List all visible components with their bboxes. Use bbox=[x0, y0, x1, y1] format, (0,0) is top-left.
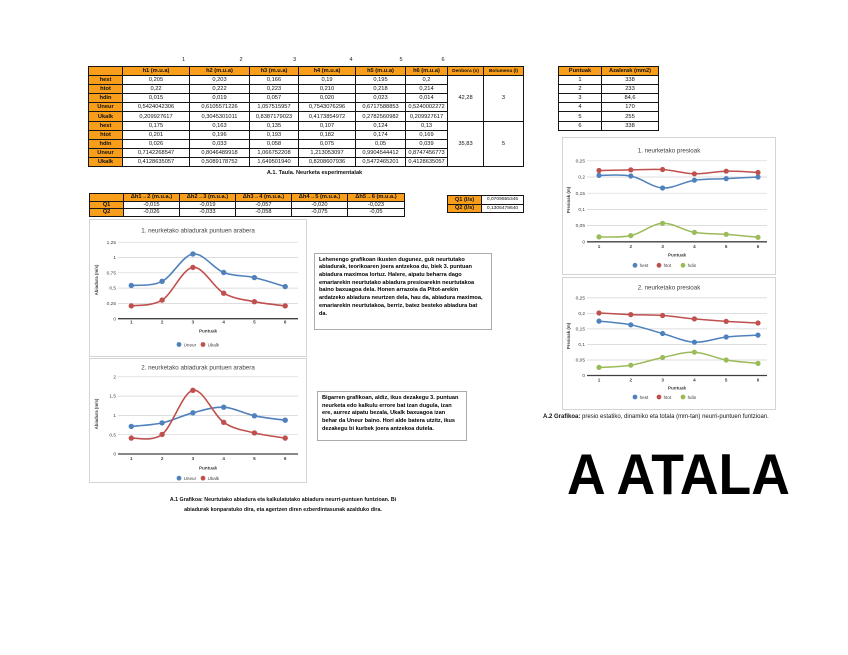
svg-text:5: 5 bbox=[253, 456, 256, 461]
svg-text:0: 0 bbox=[113, 452, 116, 458]
svg-text:4: 4 bbox=[222, 320, 225, 325]
svg-text:2: 2 bbox=[630, 244, 633, 249]
svg-text:6: 6 bbox=[284, 320, 287, 325]
svg-text:0,15: 0,15 bbox=[576, 327, 586, 333]
svg-text:Abiadura (m/s): Abiadura (m/s) bbox=[94, 264, 99, 295]
svg-text:3: 3 bbox=[661, 378, 664, 383]
svg-text:3: 3 bbox=[661, 244, 664, 249]
svg-text:2: 2 bbox=[161, 456, 164, 461]
svg-text:0: 0 bbox=[582, 373, 585, 379]
svg-text:htot: htot bbox=[664, 263, 672, 268]
svg-text:0,25: 0,25 bbox=[576, 296, 586, 302]
svg-text:5: 5 bbox=[725, 244, 728, 249]
svg-text:3: 3 bbox=[192, 456, 195, 461]
svg-text:0,2: 0,2 bbox=[578, 311, 585, 317]
svg-text:4: 4 bbox=[222, 456, 225, 461]
svg-text:0,15: 0,15 bbox=[576, 191, 586, 197]
svg-text:Presioak (m): Presioak (m) bbox=[566, 186, 571, 213]
svg-text:1,25: 1,25 bbox=[107, 240, 117, 246]
svg-text:Uneur: Uneur bbox=[184, 342, 197, 347]
svg-text:0,05: 0,05 bbox=[576, 358, 586, 364]
svg-text:0,25: 0,25 bbox=[107, 301, 117, 307]
svg-text:Presioak (m): Presioak (m) bbox=[566, 322, 571, 349]
svg-text:0: 0 bbox=[582, 239, 585, 245]
svg-text:1: 1 bbox=[598, 378, 601, 383]
svg-text:hest: hest bbox=[640, 263, 649, 268]
svg-text:1: 1 bbox=[598, 244, 601, 249]
svg-text:3: 3 bbox=[192, 320, 195, 325]
svg-text:4: 4 bbox=[693, 378, 696, 383]
svg-text:2. neurketako presioak: 2. neurketako presioak bbox=[638, 285, 702, 292]
svg-text:1: 1 bbox=[113, 255, 116, 261]
svg-text:1: 1 bbox=[113, 413, 116, 419]
svg-text:0,5: 0,5 bbox=[109, 286, 116, 292]
svg-text:6: 6 bbox=[757, 378, 760, 383]
svg-text:1: 1 bbox=[130, 320, 133, 325]
svg-text:2: 2 bbox=[113, 374, 116, 380]
svg-text:Abiadura (m/s): Abiadura (m/s) bbox=[94, 398, 99, 429]
svg-text:2: 2 bbox=[161, 320, 164, 325]
svg-text:5: 5 bbox=[725, 378, 728, 383]
svg-text:hdin: hdin bbox=[688, 263, 697, 268]
svg-text:0,5: 0,5 bbox=[109, 432, 116, 438]
svg-text:2: 2 bbox=[630, 378, 633, 383]
svg-text:1. neurketako abiadurak puntue: 1. neurketako abiadurak puntuen arabera bbox=[141, 228, 255, 235]
svg-text:0,1: 0,1 bbox=[578, 342, 585, 348]
svg-text:1,5: 1,5 bbox=[109, 394, 116, 400]
svg-text:hest: hest bbox=[640, 395, 649, 400]
svg-text:0,25: 0,25 bbox=[576, 158, 586, 164]
svg-text:4: 4 bbox=[693, 244, 696, 249]
svg-text:5: 5 bbox=[253, 320, 256, 325]
svg-text:0: 0 bbox=[113, 316, 116, 322]
svg-text:Ukalk: Ukalk bbox=[208, 342, 220, 347]
svg-text:Puntuak: Puntuak bbox=[668, 386, 687, 391]
svg-text:0,1: 0,1 bbox=[578, 207, 585, 213]
svg-text:0,05: 0,05 bbox=[576, 223, 586, 229]
svg-text:1. neurketako presioak: 1. neurketako presioak bbox=[638, 148, 702, 155]
svg-text:Uneur: Uneur bbox=[184, 476, 197, 481]
svg-text:2. neurketako abiadurak puntue: 2. neurketako abiadurak puntuen arabera bbox=[141, 365, 255, 372]
svg-text:htot: htot bbox=[664, 395, 672, 400]
svg-text:Ukalk: Ukalk bbox=[208, 476, 220, 481]
svg-text:0,2: 0,2 bbox=[578, 175, 585, 181]
svg-text:hdin: hdin bbox=[688, 395, 697, 400]
svg-text:Puntuak: Puntuak bbox=[199, 465, 218, 470]
svg-text:6: 6 bbox=[757, 244, 760, 249]
svg-text:0,75: 0,75 bbox=[107, 270, 117, 276]
svg-text:1: 1 bbox=[130, 456, 133, 461]
svg-text:6: 6 bbox=[284, 456, 287, 461]
svg-text:Puntuak: Puntuak bbox=[668, 252, 687, 257]
svg-text:Puntuak: Puntuak bbox=[199, 329, 218, 334]
